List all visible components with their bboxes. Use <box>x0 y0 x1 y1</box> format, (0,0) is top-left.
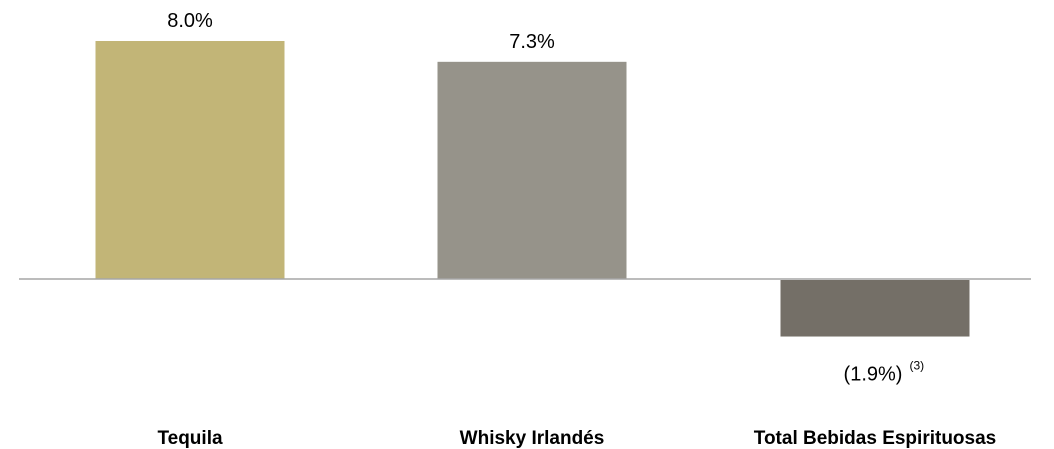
footnote-marker-3: (3) <box>909 359 924 373</box>
bars-layer <box>95 41 970 337</box>
category-label-1: Tequila <box>157 428 223 449</box>
category-label-2: Whisky Irlandés <box>460 428 605 449</box>
data-label-2: 7.3% <box>509 31 555 53</box>
data-label-1: 8.0% <box>167 10 213 32</box>
category-label-3: Total Bebidas Espirituosas <box>754 428 996 449</box>
bar-3 <box>780 280 970 337</box>
data-label-3: (1.9%) <box>844 364 903 386</box>
bar-2 <box>437 61 627 280</box>
labels-layer: 8.0% Tequila 7.3% Whisky Irlandés (1.9%) (3) T… <box>157 10 996 449</box>
bar-1 <box>95 41 285 279</box>
